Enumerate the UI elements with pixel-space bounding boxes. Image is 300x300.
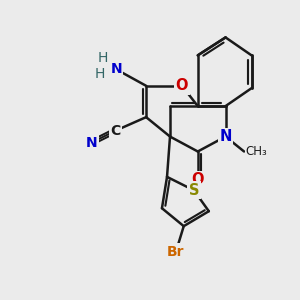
Text: N: N [219, 129, 232, 144]
Text: CH₃: CH₃ [246, 145, 267, 158]
Text: H: H [94, 67, 105, 81]
Text: O: O [176, 78, 188, 93]
Text: O: O [191, 172, 204, 188]
Text: H: H [98, 51, 108, 65]
Text: N: N [86, 136, 98, 149]
Text: N: N [110, 62, 122, 76]
Text: Br: Br [167, 244, 185, 259]
Text: S: S [189, 183, 199, 198]
Text: C: C [110, 124, 121, 138]
